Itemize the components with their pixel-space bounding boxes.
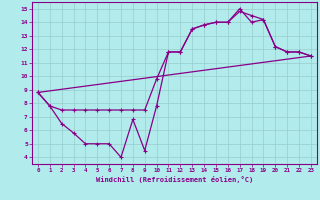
X-axis label: Windchill (Refroidissement éolien,°C): Windchill (Refroidissement éolien,°C)	[96, 176, 253, 183]
